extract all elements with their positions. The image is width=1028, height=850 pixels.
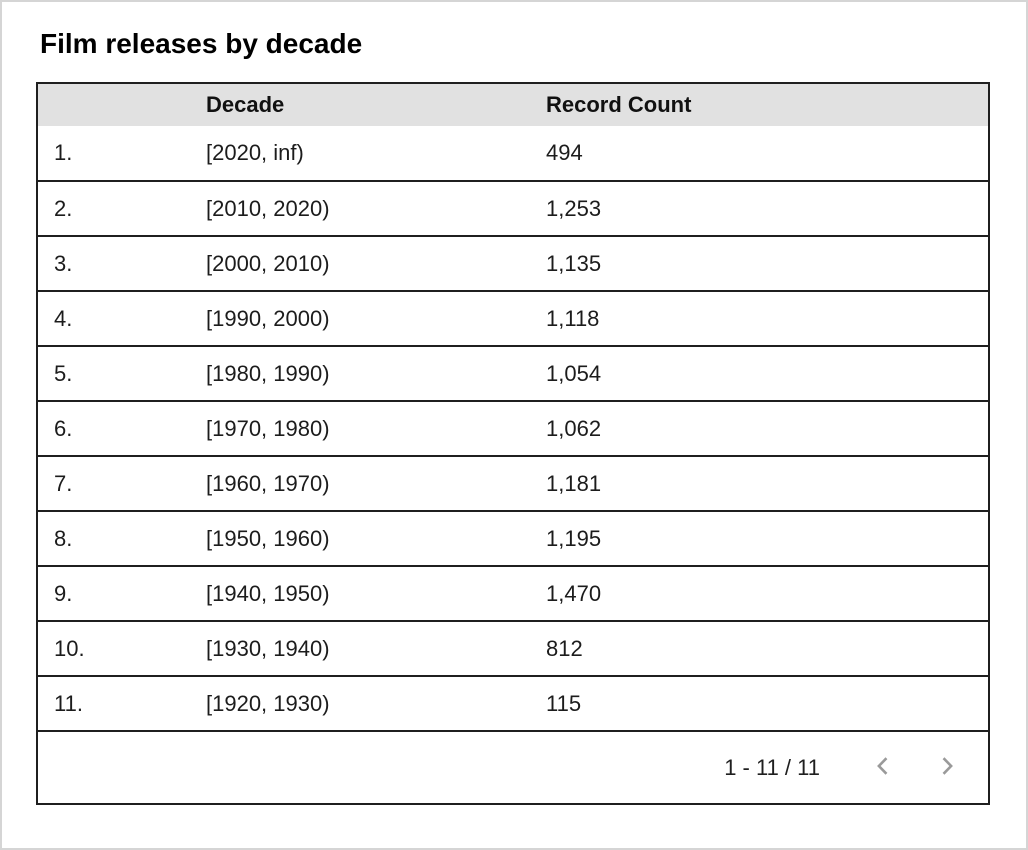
chevron-left-icon bbox=[870, 753, 896, 782]
decade-cell: [1920, 1930) bbox=[206, 690, 330, 716]
table-row: 2. [2010, 2020) 1,253 bbox=[37, 181, 989, 236]
decade-cell: [1960, 1970) bbox=[206, 470, 330, 496]
decade-cell: [1990, 2000) bbox=[206, 305, 330, 331]
chevron-right-icon bbox=[934, 753, 960, 782]
column-header-record-count[interactable]: Record Count bbox=[546, 92, 692, 117]
decade-cell: [1950, 1960) bbox=[206, 525, 330, 551]
table-row: 11. [1920, 1930) 115 bbox=[37, 676, 989, 731]
table-row: 1. [2020, inf) 494 bbox=[37, 126, 989, 181]
table-row: 6. [1970, 1980) 1,062 bbox=[37, 401, 989, 456]
table-row: 8. [1950, 1960) 1,195 bbox=[37, 511, 989, 566]
row-index-cell: 5. bbox=[54, 360, 73, 386]
pagination: 1 - 11 / 11 bbox=[38, 745, 988, 791]
table-footer-row: 1 - 11 / 11 bbox=[37, 731, 989, 804]
record-count-cell: 1,135 bbox=[546, 250, 602, 276]
decade-cell: [2000, 2010) bbox=[206, 250, 330, 276]
row-index-cell: 11. bbox=[54, 690, 83, 716]
row-index-cell: 2. bbox=[54, 195, 73, 221]
data-table: Decade Record Count 1. [2020, inf) 494 2… bbox=[36, 82, 990, 805]
decade-cell: [1930, 1940) bbox=[206, 635, 330, 661]
previous-page-button[interactable] bbox=[860, 745, 906, 791]
row-index-cell: 7. bbox=[54, 470, 73, 496]
record-count-cell: 115 bbox=[546, 690, 582, 716]
record-count-cell: 1,062 bbox=[546, 415, 602, 441]
table-row: 10. [1930, 1940) 812 bbox=[37, 621, 989, 676]
decade-cell: [1940, 1950) bbox=[206, 580, 330, 606]
table-row: 7. [1960, 1970) 1,181 bbox=[37, 456, 989, 511]
pagination-range: 1 - 11 / 11 bbox=[724, 754, 820, 780]
record-count-cell: 1,054 bbox=[546, 360, 602, 386]
record-count-cell: 812 bbox=[546, 635, 583, 661]
decade-cell: [2020, inf) bbox=[206, 140, 304, 165]
record-count-cell: 1,118 bbox=[546, 305, 600, 331]
record-count-cell: 1,195 bbox=[546, 525, 602, 551]
page-title: Film releases by decade bbox=[40, 28, 363, 59]
table-header-row: Decade Record Count bbox=[37, 83, 989, 126]
column-header-index bbox=[37, 83, 190, 126]
table-row: 9. [1940, 1950) 1,470 bbox=[37, 566, 989, 621]
table-row: 4. [1990, 2000) 1,118 bbox=[37, 291, 989, 346]
record-count-cell: 1,470 bbox=[546, 580, 602, 606]
record-count-cell: 1,253 bbox=[546, 195, 602, 221]
row-index-cell: 6. bbox=[54, 415, 73, 441]
row-index-cell: 9. bbox=[54, 580, 73, 606]
table-row: 5. [1980, 1990) 1,054 bbox=[37, 346, 989, 401]
column-header-decade[interactable]: Decade bbox=[206, 92, 285, 117]
row-index-cell: 1. bbox=[54, 140, 73, 165]
record-count-cell: 1,181 bbox=[546, 470, 602, 496]
decade-cell: [2010, 2020) bbox=[206, 195, 330, 221]
row-index-cell: 8. bbox=[54, 525, 73, 551]
row-index-cell: 4. bbox=[54, 305, 73, 331]
row-index-cell: 3. bbox=[54, 250, 73, 276]
next-page-button[interactable] bbox=[924, 745, 970, 791]
decade-cell: [1980, 1990) bbox=[206, 360, 330, 386]
decade-cell: [1970, 1980) bbox=[206, 415, 330, 441]
row-index-cell: 10. bbox=[54, 635, 85, 661]
record-count-cell: 494 bbox=[546, 140, 583, 165]
table-row: 3. [2000, 2010) 1,135 bbox=[37, 236, 989, 291]
